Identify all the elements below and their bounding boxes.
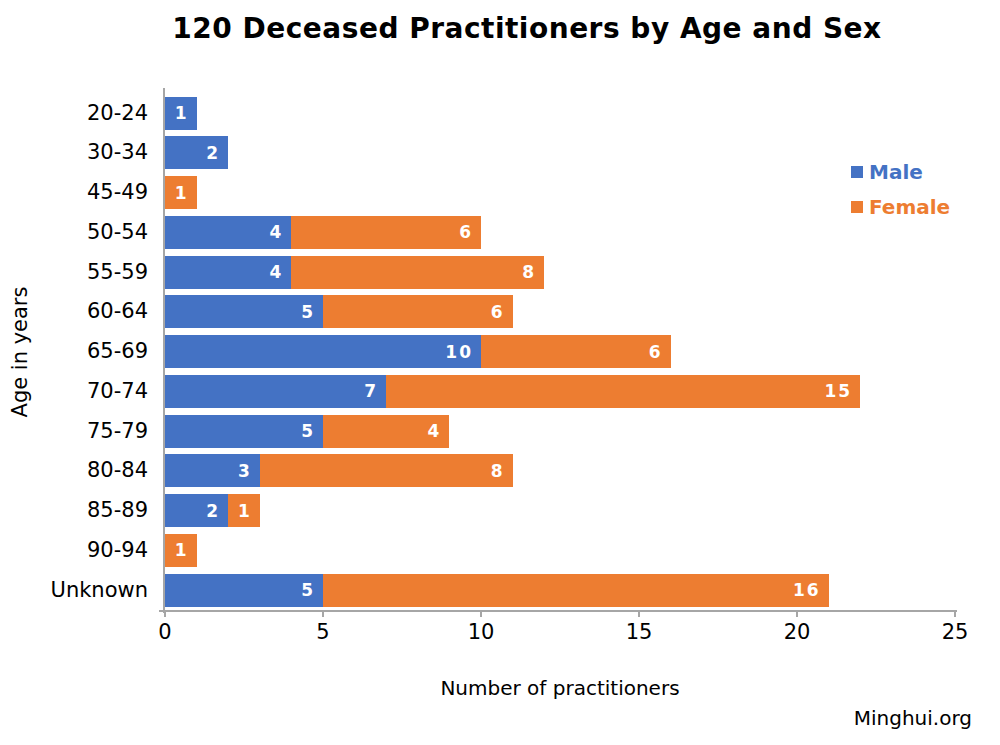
legend: Male Female bbox=[851, 160, 950, 230]
bar-value-label: 4 bbox=[270, 222, 292, 242]
plot-area: 12146485610671554382115160510152025 bbox=[165, 90, 955, 611]
bar-value-label: 6 bbox=[459, 222, 481, 242]
legend-label-male: Male bbox=[869, 160, 923, 184]
x-tick-mark bbox=[164, 611, 166, 617]
bar-value-label: 6 bbox=[491, 302, 513, 322]
category-label-60-64: 60-64 bbox=[0, 295, 148, 328]
bar-segment-female-80-84: 8 bbox=[260, 454, 513, 487]
bar-value-label: 16 bbox=[793, 580, 829, 600]
bar-segment-male-60-64: 5 bbox=[165, 295, 323, 328]
bar-value-label: 1 bbox=[175, 183, 197, 203]
bar-segment-male-65-69: 10 bbox=[165, 335, 481, 368]
bar-segment-female-unknown: 16 bbox=[323, 574, 829, 607]
male-swatch-icon bbox=[851, 166, 863, 178]
bar-segment-male-30-34: 2 bbox=[165, 136, 228, 169]
bar-value-label: 8 bbox=[522, 262, 544, 282]
x-tick-label: 10 bbox=[468, 620, 495, 644]
category-label-45-49: 45-49 bbox=[0, 176, 148, 209]
x-tick-mark bbox=[322, 611, 324, 617]
x-tick-mark bbox=[796, 611, 798, 617]
bar-segment-male-unknown: 5 bbox=[165, 574, 323, 607]
bar-value-label: 8 bbox=[491, 461, 513, 481]
bar-value-label: 1 bbox=[175, 103, 197, 123]
category-label-65-69: 65-69 bbox=[0, 335, 148, 368]
x-tick-label: 20 bbox=[784, 620, 811, 644]
category-label-85-89: 85-89 bbox=[0, 494, 148, 527]
bar-value-label: 4 bbox=[270, 262, 292, 282]
x-tick-mark bbox=[480, 611, 482, 617]
bar-segment-female-85-89: 1 bbox=[228, 494, 260, 527]
bar-segment-female-55-59: 8 bbox=[291, 256, 544, 289]
female-swatch-icon bbox=[851, 201, 863, 213]
category-label-50-54: 50-54 bbox=[0, 216, 148, 249]
bar-segment-male-75-79: 5 bbox=[165, 415, 323, 448]
bar-segment-male-70-74: 7 bbox=[165, 375, 386, 408]
bar-segment-female-75-79: 4 bbox=[323, 415, 449, 448]
bar-segment-female-50-54: 6 bbox=[291, 216, 481, 249]
source-attribution: Minghui.org bbox=[854, 706, 972, 730]
bar-segment-male-55-59: 4 bbox=[165, 256, 291, 289]
x-tick-label: 15 bbox=[626, 620, 653, 644]
bar-segment-male-20-24: 1 bbox=[165, 97, 197, 130]
bar-value-label: 4 bbox=[428, 421, 450, 441]
category-label-90-94: 90-94 bbox=[0, 534, 148, 567]
category-label-30-34: 30-34 bbox=[0, 136, 148, 169]
category-label-55-59: 55-59 bbox=[0, 256, 148, 289]
category-label-70-74: 70-74 bbox=[0, 375, 148, 408]
bar-segment-male-50-54: 4 bbox=[165, 216, 291, 249]
bar-segment-female-65-69: 6 bbox=[481, 335, 671, 368]
bar-segment-male-85-89: 2 bbox=[165, 494, 228, 527]
x-tick-label: 25 bbox=[942, 620, 969, 644]
bar-value-label: 2 bbox=[206, 501, 228, 521]
bar-segment-male-80-84: 3 bbox=[165, 454, 260, 487]
bar-value-label: 6 bbox=[649, 342, 671, 362]
bar-value-label: 1 bbox=[238, 501, 260, 521]
legend-label-female: Female bbox=[869, 195, 950, 219]
bar-value-label: 2 bbox=[206, 143, 228, 163]
bar-value-label: 7 bbox=[364, 381, 386, 401]
legend-item-male: Male bbox=[851, 160, 950, 184]
category-label-20-24: 20-24 bbox=[0, 97, 148, 130]
bar-value-label: 1 bbox=[175, 540, 197, 560]
bar-value-label: 5 bbox=[301, 421, 323, 441]
bar-segment-female-70-74: 15 bbox=[386, 375, 860, 408]
legend-item-female: Female bbox=[851, 195, 950, 219]
bar-value-label: 5 bbox=[301, 580, 323, 600]
category-label-80-84: 80-84 bbox=[0, 454, 148, 487]
category-label-unknown: Unknown bbox=[0, 574, 148, 607]
bar-value-label: 5 bbox=[301, 302, 323, 322]
bar-value-label: 10 bbox=[445, 342, 481, 362]
bar-segment-female-60-64: 6 bbox=[323, 295, 513, 328]
bar-value-label: 3 bbox=[238, 461, 260, 481]
x-axis-title: Number of practitioners bbox=[165, 676, 955, 700]
bar-segment-female-90-94: 1 bbox=[165, 534, 197, 567]
chart: 120 Deceased Practitioners by Age and Se… bbox=[0, 0, 1000, 745]
bar-segment-female-45-49: 1 bbox=[165, 176, 197, 209]
x-axis-line bbox=[159, 610, 957, 612]
x-tick-mark bbox=[638, 611, 640, 617]
category-label-75-79: 75-79 bbox=[0, 415, 148, 448]
bar-value-label: 15 bbox=[825, 381, 861, 401]
x-tick-label: 0 bbox=[158, 620, 171, 644]
x-tick-mark bbox=[954, 611, 956, 617]
x-tick-label: 5 bbox=[316, 620, 329, 644]
chart-title: 120 Deceased Practitioners by Age and Se… bbox=[54, 12, 1000, 45]
